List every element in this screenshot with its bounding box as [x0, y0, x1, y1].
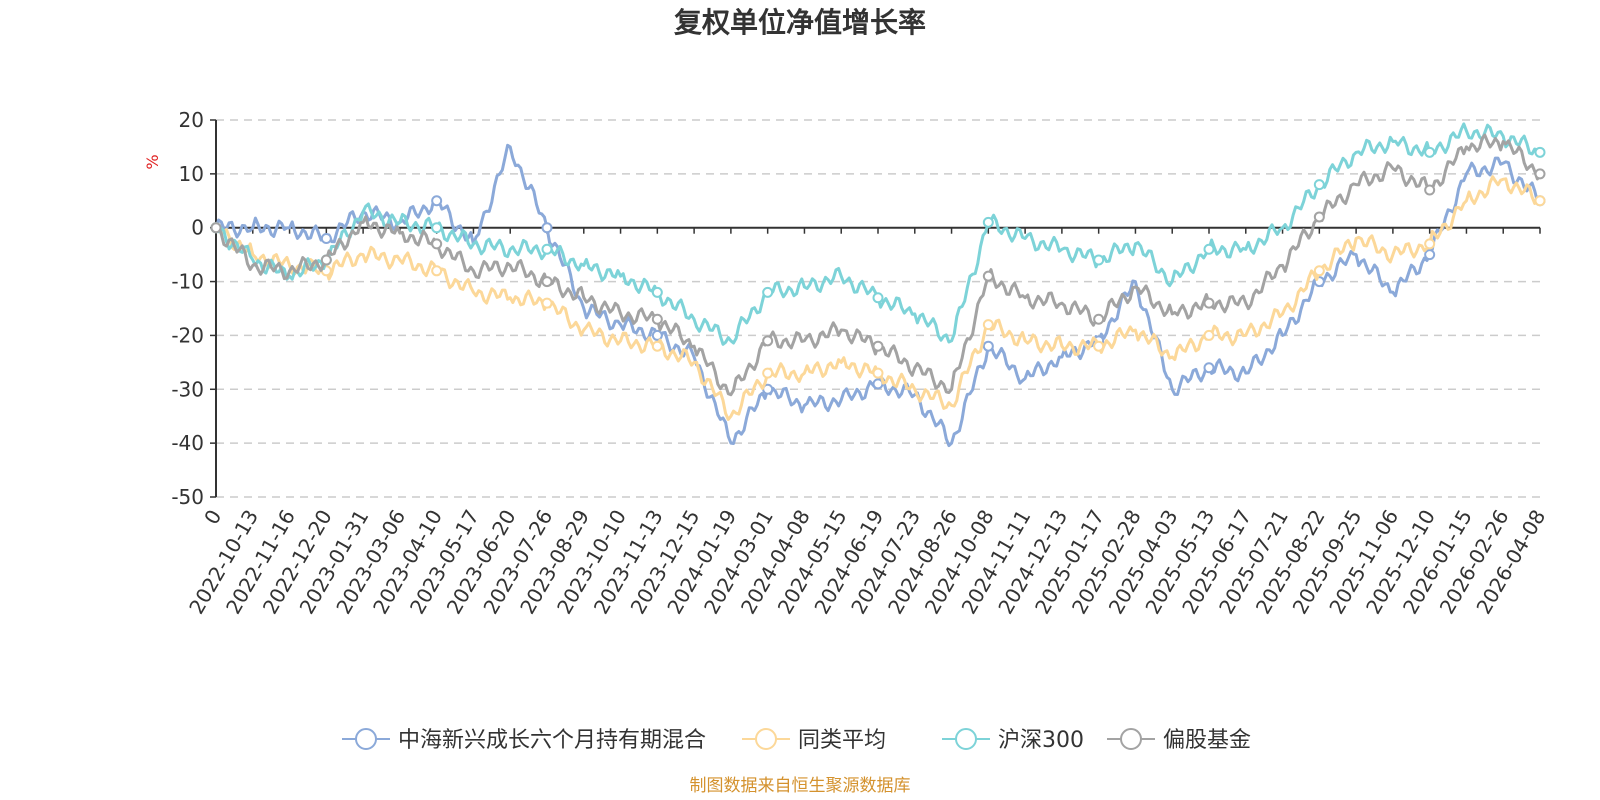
y-tick-label: -30 [171, 377, 204, 401]
data-point [431, 265, 443, 277]
data-point [210, 222, 222, 234]
data-point [1093, 254, 1105, 266]
series-line [214, 122, 1541, 346]
y-tick-label: 20 [179, 108, 204, 132]
data-point [982, 340, 994, 352]
source-note: 制图数据来自恒生聚源数据库 [690, 776, 911, 796]
legend-item[interactable]: 沪深300 [942, 728, 1084, 753]
data-point [762, 286, 774, 298]
series-3 [210, 133, 1546, 397]
y-tick-label: -50 [171, 485, 204, 509]
data-point [982, 270, 994, 282]
data-point [982, 216, 994, 228]
axis-layer [210, 119, 1541, 498]
y-axis-unit-label: % [143, 154, 162, 169]
data-point [1203, 362, 1215, 374]
data-point [431, 195, 443, 207]
data-point [982, 319, 994, 331]
data-point [872, 367, 884, 379]
data-point [1313, 265, 1325, 277]
data-point [541, 243, 553, 255]
data-point [1534, 195, 1546, 207]
data-point [431, 238, 443, 250]
data-point [1203, 329, 1215, 341]
series-layer [210, 122, 1546, 448]
y-tick-label: 10 [179, 162, 204, 186]
legend-label: 沪深300 [998, 728, 1084, 753]
legend: 中海新兴成长六个月持有期混合 同类平均 沪深300 偏股基金 [342, 728, 1251, 753]
y-tick-label: 0 [191, 216, 204, 240]
chart-title: 复权单位净值增长率 [674, 6, 926, 39]
y-tick-label: -20 [171, 323, 204, 347]
data-point [541, 222, 553, 234]
data-point [651, 313, 663, 325]
data-point [1093, 313, 1105, 325]
data-point [872, 292, 884, 304]
data-point [1424, 249, 1436, 261]
legend-label: 中海新兴成长六个月持有期混合 [398, 728, 706, 753]
series-0 [210, 143, 1546, 448]
data-point [762, 367, 774, 379]
data-point [1424, 146, 1436, 158]
y-tick-labels: 20 10 0 -10 -20 -30 -40 -50 [171, 108, 204, 509]
grid-layer [216, 119, 1540, 498]
series-1 [210, 175, 1546, 421]
legend-label: 同类平均 [798, 728, 886, 753]
data-point [651, 329, 663, 341]
legend-label: 偏股基金 [1163, 728, 1251, 753]
data-point [872, 340, 884, 352]
legend-item[interactable]: 同类平均 [742, 728, 886, 753]
data-point [431, 222, 443, 234]
legend-item[interactable]: 偏股基金 [1107, 728, 1251, 753]
legend-marker [1120, 728, 1142, 750]
y-tick-label: -10 [171, 270, 204, 294]
data-point [1424, 184, 1436, 196]
legend-marker [755, 728, 777, 750]
series-2 [210, 122, 1546, 346]
data-point [1534, 146, 1546, 158]
data-point [1093, 340, 1105, 352]
data-point [320, 232, 332, 244]
y-tick-label: -40 [171, 431, 204, 455]
data-point [762, 335, 774, 347]
data-point [651, 286, 663, 298]
data-point [541, 297, 553, 309]
data-point [320, 254, 332, 266]
data-point [1313, 179, 1325, 191]
legend-marker [355, 728, 377, 750]
data-point [1313, 211, 1325, 223]
data-point [1534, 168, 1546, 180]
x-tick-labels: 02022-10-132022-11-162022-12-202023-01-3… [184, 506, 1550, 619]
data-point [541, 276, 553, 288]
data-point [1424, 238, 1436, 250]
legend-marker [955, 728, 977, 750]
data-point [651, 340, 663, 352]
data-point [1203, 297, 1215, 309]
legend-item[interactable]: 中海新兴成长六个月持有期混合 [342, 728, 706, 753]
data-point [1203, 243, 1215, 255]
x-tick-label: 0 [199, 506, 226, 529]
